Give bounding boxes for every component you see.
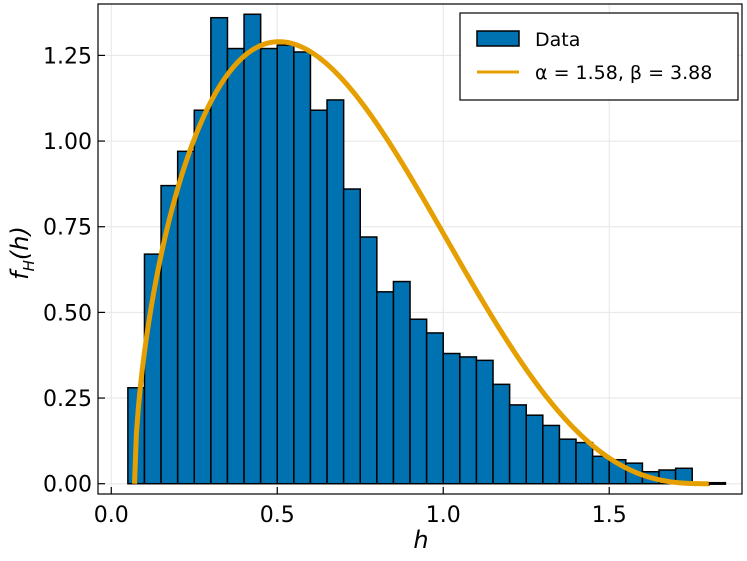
legend-label-data: Data (535, 29, 580, 51)
x-tick-label: 1.5 (592, 503, 627, 528)
y-tick-label: 0.75 (43, 216, 92, 241)
histogram-bar (309, 109, 328, 485)
y-tick-label: 1.00 (43, 130, 92, 155)
legend-swatch-data (476, 30, 520, 47)
histogram-bar (342, 188, 361, 485)
histogram-bar (492, 383, 511, 485)
histogram-bar (442, 352, 461, 485)
histogram-bar (226, 47, 245, 485)
histogram-bar (591, 455, 610, 485)
y-tick-label: 0.50 (43, 301, 92, 326)
x-tick-label: 0.0 (94, 503, 129, 528)
histogram-bar (425, 332, 444, 485)
y-tick-label: 0.00 (43, 473, 92, 498)
histogram-bar (193, 109, 212, 485)
histogram-bar (475, 359, 494, 485)
curve-group (132, 39, 710, 487)
ticks (98, 54, 610, 494)
y-axis-label: fH(h) (6, 226, 38, 280)
legend-box (459, 12, 739, 101)
histogram-bar (359, 236, 378, 485)
histogram-bar (276, 44, 295, 485)
fitted-curve (132, 39, 710, 487)
x-axis-label: h (413, 526, 428, 554)
x-tick-label: 1.0 (426, 503, 461, 528)
histogram-bar (326, 99, 345, 485)
legend-label-curve: α = 1.58, β = 3.88 (535, 62, 712, 84)
histogram-bar (259, 47, 279, 485)
histogram-bar (176, 150, 196, 485)
histogram-bar (376, 291, 395, 485)
histogram-bar (575, 441, 594, 485)
histogram-bar (392, 280, 411, 485)
histogram-bar (243, 13, 262, 485)
x-tick-label: 0.5 (260, 503, 295, 528)
histogram-bar (542, 424, 561, 485)
histogram-bar (293, 51, 312, 485)
legend: Data α = 1.58, β = 3.88 (459, 12, 739, 101)
histogram-bar (708, 481, 727, 485)
histogram-bars (127, 13, 727, 486)
histogram-bar (409, 318, 428, 485)
histogram-bar (160, 184, 179, 485)
histogram-bar (558, 438, 577, 485)
plot-frame (97, 3, 743, 495)
histogram-bar (508, 404, 527, 485)
tick-labels: 0.0 0.5 1.0 1.5 0.00 0.25 0.50 0.75 1.00 1.25 (43, 44, 627, 528)
y-tick-label: 0.25 (43, 387, 92, 412)
histogram-bar (459, 356, 478, 485)
y-tick-label: 1.25 (43, 44, 92, 69)
histogram-bar (525, 414, 544, 485)
